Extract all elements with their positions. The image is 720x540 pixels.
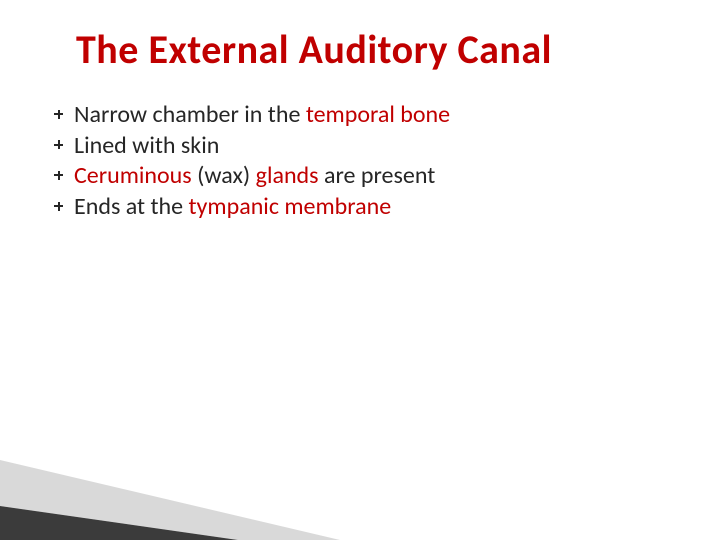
bullet-text: Narrow chamber in the xyxy=(74,100,306,129)
corner-wedge-icon xyxy=(0,420,340,540)
bullet-item: Ceruminous (wax) glands are present xyxy=(52,161,672,192)
anatomy-term: glands xyxy=(256,161,324,190)
wedge-dark xyxy=(0,506,238,540)
bullet-item: Ends at the tympanic membrane xyxy=(52,192,672,223)
wedge-light xyxy=(0,460,340,540)
bullet-item: Narrow chamber in the temporal bone xyxy=(52,100,672,131)
bullet-text: Ends at the xyxy=(74,192,189,221)
bullet-text: are present xyxy=(324,161,435,190)
bullet-text: Lined with skin xyxy=(74,131,219,160)
bullet-list: Narrow chamber in the temporal boneLined… xyxy=(52,100,672,223)
bullet-item: Lined with skin xyxy=(52,131,672,162)
slide-title: The External Auditory Canal xyxy=(76,28,672,72)
bullet-text: (wax) xyxy=(197,161,256,190)
anatomy-term: temporal bone xyxy=(306,100,450,129)
anatomy-term: Ceruminous xyxy=(74,161,197,190)
slide: The External Auditory Canal Narrow chamb… xyxy=(0,0,720,540)
anatomy-term: tympanic membrane xyxy=(189,192,392,221)
